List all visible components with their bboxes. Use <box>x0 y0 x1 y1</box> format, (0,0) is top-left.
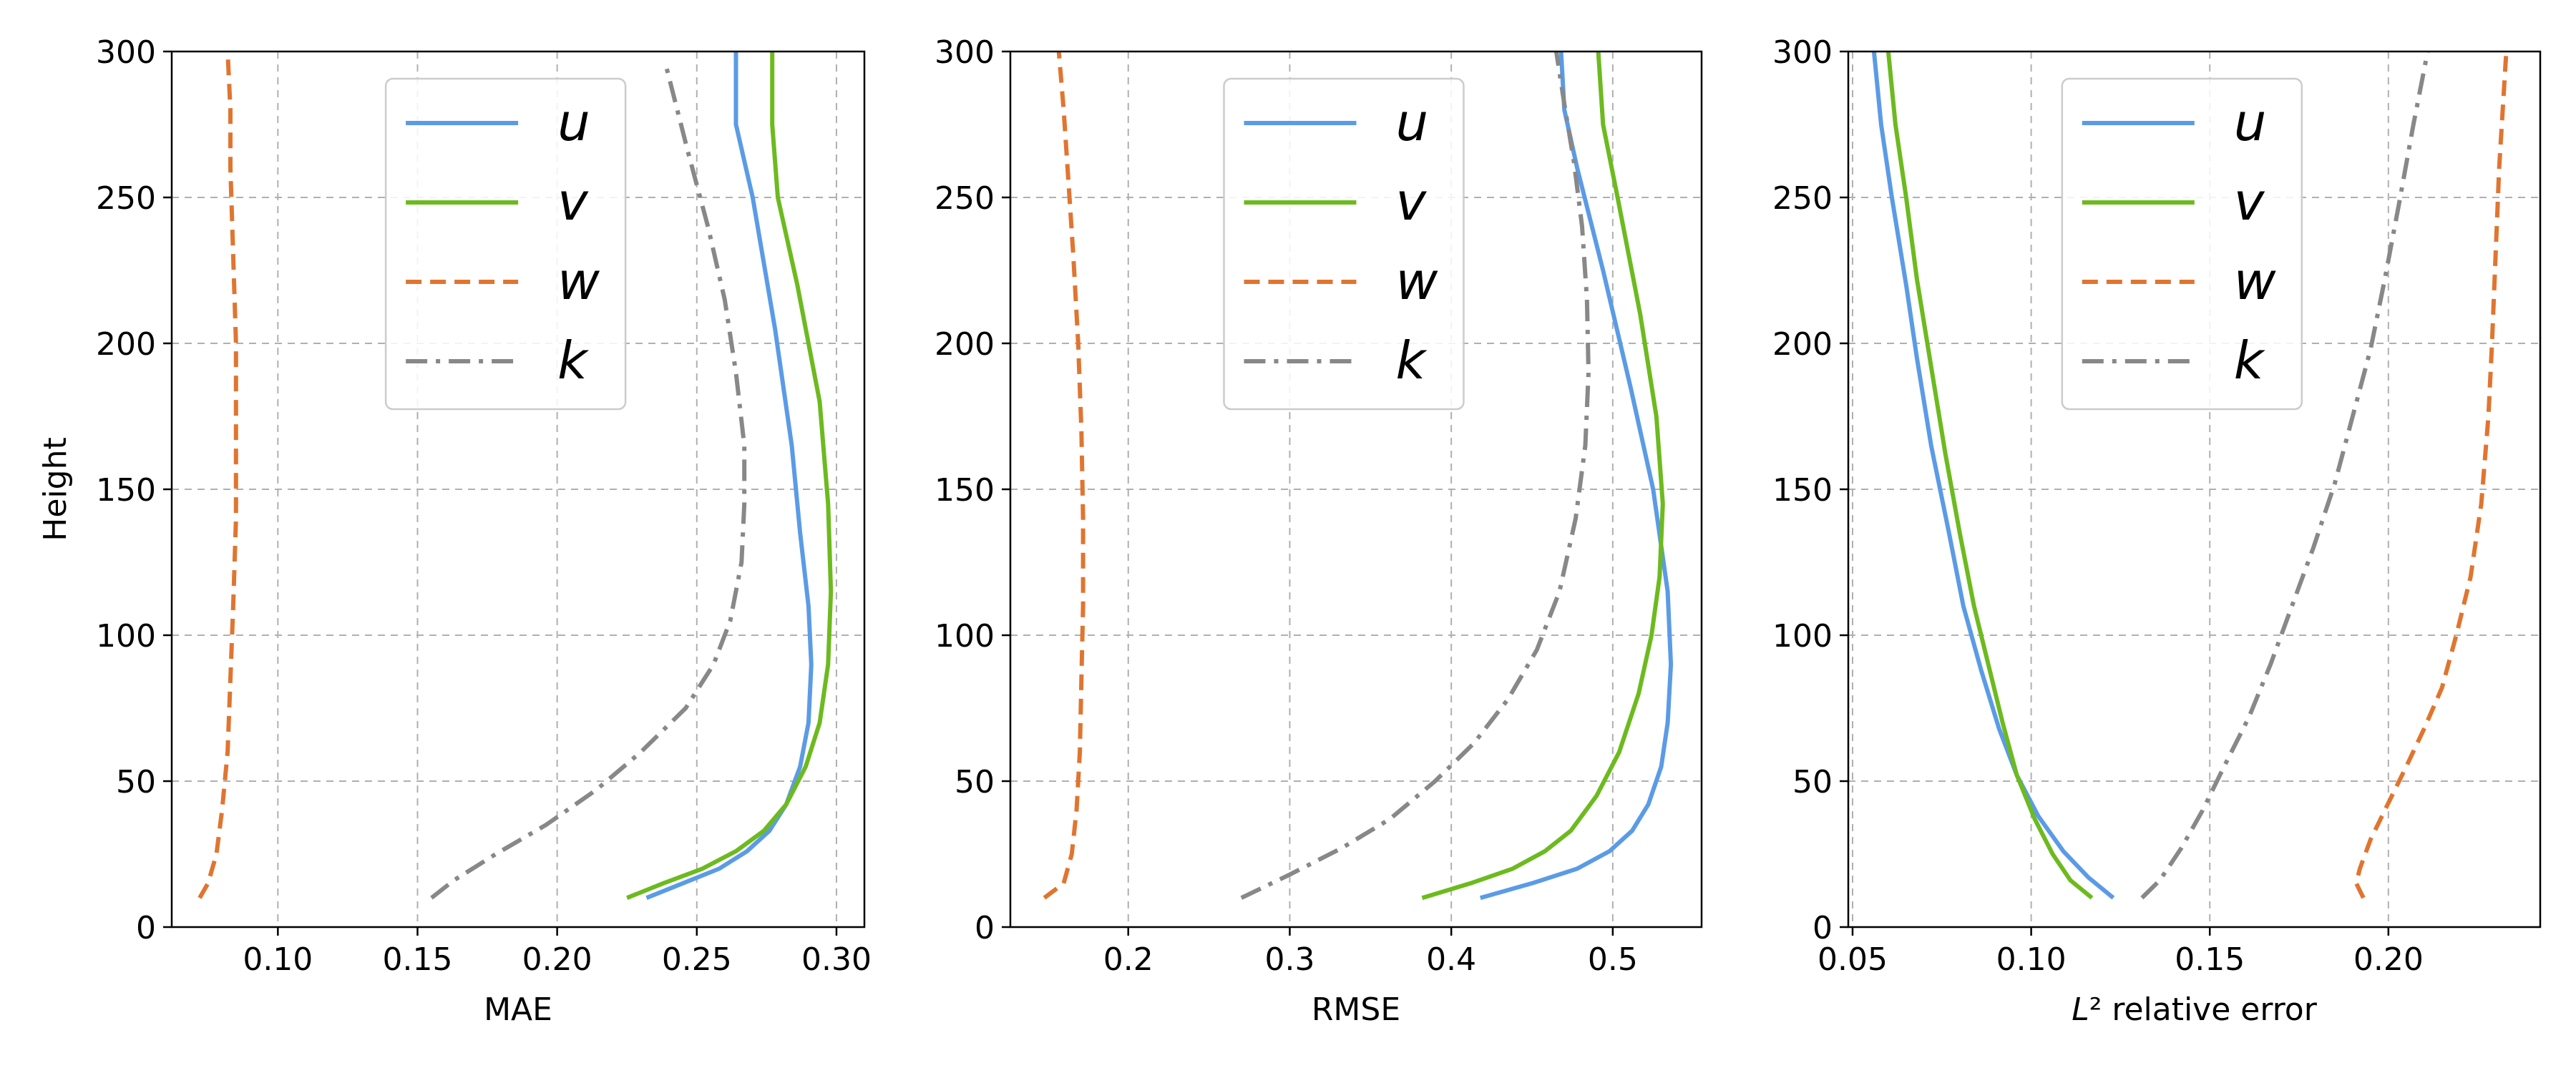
series-line-u <box>1871 51 2115 900</box>
y-tick-label: 100 <box>935 618 995 655</box>
legend-box <box>384 77 627 411</box>
series-line-u <box>1479 51 1674 901</box>
x-axis-title: MAE <box>484 991 552 1028</box>
legend-box <box>2061 77 2303 411</box>
x-axis-title: RMSE <box>1312 991 1400 1028</box>
legend-label-w: w <box>2234 251 2276 311</box>
y-tick-label: 100 <box>1772 618 1833 655</box>
legend-label-k: k <box>557 330 590 391</box>
y-tick-label: 50 <box>1792 764 1833 800</box>
legend-label-u: u <box>2234 92 2267 152</box>
chart-panel-3: 0.05 0.10 0.15 0.20 0 50 100 150 200 250 300 L² rel… <box>1772 34 2542 1028</box>
y-axis-title: Height <box>37 437 74 541</box>
x-tick-label: 0.15 <box>382 941 452 978</box>
legend-label-v: v <box>1395 172 1427 232</box>
y-tick-label: 0 <box>975 910 995 946</box>
x-tick-label: 0.5 <box>1588 941 1638 978</box>
legend-label-u: u <box>557 92 590 152</box>
x-tick-label: 0.05 <box>1818 941 1888 978</box>
y-tick-label: 0 <box>1813 910 1833 946</box>
x-tick-label: 0.10 <box>1996 941 2067 978</box>
series-line-k <box>1240 51 1591 900</box>
y-tick-label: 0 <box>136 910 156 946</box>
y-tick-label: 200 <box>1772 326 1833 363</box>
legend-label-v: v <box>2234 172 2265 232</box>
y-tick-label: 50 <box>955 764 995 800</box>
y-tick-label: 200 <box>935 326 995 363</box>
chart-panel-1: 0.10 0.15 0.20 0.25 0.30 0 50 100 150 200 250 300 MA… <box>37 34 872 1028</box>
y-tick-label: 250 <box>1772 180 1833 217</box>
x-tick-label: 0.4 <box>1426 941 1476 978</box>
y-tick-label: 150 <box>96 472 156 509</box>
y-tick-label: 100 <box>96 618 156 655</box>
x-tick-label: 0.20 <box>522 941 592 978</box>
y-tick-label: 300 <box>1772 34 1833 71</box>
y-tick-label: 200 <box>96 326 156 363</box>
legend-label-v: v <box>557 172 589 232</box>
series-line-v <box>626 52 834 900</box>
legend-box <box>1223 77 1465 411</box>
y-tick-label: 50 <box>116 764 156 800</box>
legend-label-k: k <box>2234 330 2266 391</box>
series-line-w <box>2353 51 2509 899</box>
series-line-v <box>1885 51 2094 900</box>
y-tick-label: 150 <box>1772 472 1833 509</box>
series-line-w <box>197 51 238 899</box>
x-tick-label: 0.30 <box>801 941 872 978</box>
legend-label-w: w <box>557 251 600 311</box>
x-tick-label: 0.20 <box>2353 941 2424 978</box>
x-axis-title: L² relative error <box>2072 991 2318 1028</box>
x-tick-label: 0.10 <box>243 941 313 978</box>
y-tick-label: 250 <box>96 180 156 217</box>
series-line-k <box>2140 51 2430 900</box>
legend-label-w: w <box>1395 251 1438 311</box>
series-line-w <box>1043 51 1085 900</box>
x-tick-label: 0.25 <box>662 941 732 978</box>
x-tick-label: 0.3 <box>1264 941 1314 978</box>
x-tick-label: 0.2 <box>1103 941 1153 978</box>
series-line-u <box>645 52 814 900</box>
series-line-k <box>430 65 747 900</box>
y-tick-label: 300 <box>96 34 156 71</box>
y-tick-label: 300 <box>935 34 995 71</box>
y-tick-label: 150 <box>935 472 995 509</box>
x-tick-label: 0.15 <box>2175 941 2245 978</box>
legend-label-u: u <box>1395 92 1428 152</box>
series-line-v <box>1421 51 1665 901</box>
y-tick-label: 250 <box>935 180 995 217</box>
legend-label-k: k <box>1395 330 1428 391</box>
